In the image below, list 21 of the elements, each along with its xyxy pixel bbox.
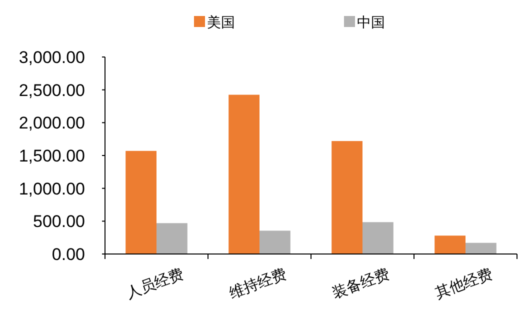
x-tick-label: 其他经费	[432, 266, 496, 302]
x-tick-label: 维持经费	[226, 266, 290, 302]
y-tick-label: 3,000.00	[18, 48, 85, 67]
y-tick-label: 1,000.00	[18, 179, 85, 198]
bar	[126, 150, 156, 254]
legend-label: 中国	[357, 14, 385, 30]
x-tick-label: 人员经费	[124, 266, 186, 302]
bar	[362, 222, 394, 254]
x-tick-label: 装备经费	[330, 266, 392, 302]
bar	[332, 141, 362, 254]
y-tick-label: 2,500.00	[18, 80, 85, 100]
bar	[228, 94, 260, 254]
y-tick-label: 1,500.00	[18, 146, 85, 166]
bar	[260, 230, 290, 254]
bar	[466, 242, 496, 254]
y-tick-label: 500.00	[33, 212, 85, 232]
bar	[156, 223, 188, 254]
bar	[434, 236, 466, 254]
y-tick-label: 2,000.00	[18, 114, 85, 133]
legend-label: 美国	[207, 14, 235, 30]
y-tick-label: 0.00	[52, 245, 85, 264]
